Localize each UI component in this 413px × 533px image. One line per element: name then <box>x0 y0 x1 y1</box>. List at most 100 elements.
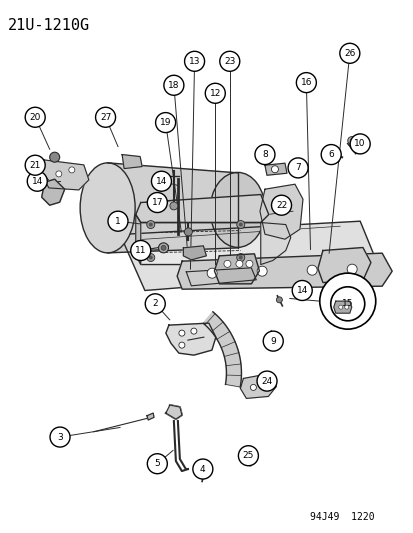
Circle shape <box>131 240 150 261</box>
Text: 9: 9 <box>270 337 275 345</box>
Circle shape <box>271 166 278 173</box>
Text: 2: 2 <box>152 300 158 308</box>
Circle shape <box>287 158 307 178</box>
Circle shape <box>236 254 244 262</box>
Circle shape <box>250 384 256 391</box>
Circle shape <box>25 155 45 175</box>
Circle shape <box>190 328 197 334</box>
Text: 3: 3 <box>57 433 63 441</box>
Text: 14: 14 <box>155 177 167 185</box>
Text: 17: 17 <box>151 198 163 207</box>
Circle shape <box>158 243 168 253</box>
Polygon shape <box>42 160 89 190</box>
Text: 22: 22 <box>275 201 287 209</box>
Polygon shape <box>147 413 154 420</box>
Polygon shape <box>177 253 391 289</box>
Circle shape <box>184 51 204 71</box>
Text: 23: 23 <box>223 57 235 66</box>
Circle shape <box>146 221 154 229</box>
Circle shape <box>319 273 375 329</box>
Text: 24: 24 <box>261 377 272 385</box>
Text: 8: 8 <box>261 150 267 159</box>
Circle shape <box>147 192 167 213</box>
Circle shape <box>50 152 59 162</box>
Text: 26: 26 <box>343 49 355 58</box>
Circle shape <box>161 245 166 251</box>
Circle shape <box>349 134 369 154</box>
Circle shape <box>223 260 230 268</box>
Text: 21U-1210G: 21U-1210G <box>8 18 90 33</box>
Text: 4: 4 <box>199 465 205 473</box>
Circle shape <box>238 255 242 260</box>
Circle shape <box>245 260 252 268</box>
Text: 94J49  1220: 94J49 1220 <box>309 512 374 522</box>
Polygon shape <box>333 301 351 313</box>
Polygon shape <box>135 223 272 264</box>
Circle shape <box>145 294 165 314</box>
Circle shape <box>339 43 359 63</box>
Circle shape <box>235 260 242 268</box>
Circle shape <box>292 280 311 301</box>
Circle shape <box>178 330 185 336</box>
Circle shape <box>263 331 282 351</box>
Text: 6: 6 <box>328 150 333 159</box>
Polygon shape <box>260 223 290 264</box>
Text: 27: 27 <box>100 113 111 122</box>
Polygon shape <box>186 268 256 286</box>
Text: 16: 16 <box>300 78 311 87</box>
Polygon shape <box>107 163 237 253</box>
Circle shape <box>25 107 45 127</box>
Circle shape <box>164 75 183 95</box>
Polygon shape <box>42 179 64 205</box>
Polygon shape <box>259 184 302 239</box>
Circle shape <box>155 112 175 133</box>
Text: 14: 14 <box>296 286 307 295</box>
Circle shape <box>69 167 75 173</box>
Circle shape <box>347 264 356 274</box>
Text: 15: 15 <box>341 300 353 308</box>
Text: 1: 1 <box>115 217 121 225</box>
Text: 12: 12 <box>209 89 221 98</box>
Circle shape <box>256 371 276 391</box>
Circle shape <box>178 342 185 348</box>
Polygon shape <box>166 323 215 355</box>
Circle shape <box>146 254 154 262</box>
Text: 18: 18 <box>168 81 179 90</box>
Text: 7: 7 <box>294 164 300 172</box>
Text: 11: 11 <box>135 246 146 255</box>
Circle shape <box>205 83 225 103</box>
Circle shape <box>184 228 192 236</box>
Polygon shape <box>196 459 208 472</box>
Circle shape <box>219 51 239 71</box>
Circle shape <box>56 171 62 177</box>
Circle shape <box>344 305 348 309</box>
Text: 19: 19 <box>159 118 171 127</box>
Circle shape <box>271 195 291 215</box>
Circle shape <box>27 171 47 191</box>
Circle shape <box>192 459 212 479</box>
Text: 25: 25 <box>242 451 254 460</box>
Polygon shape <box>214 254 259 284</box>
Polygon shape <box>317 247 370 282</box>
Circle shape <box>254 144 274 165</box>
Circle shape <box>238 223 242 227</box>
Circle shape <box>320 144 340 165</box>
Polygon shape <box>120 221 380 290</box>
Circle shape <box>206 268 217 278</box>
Polygon shape <box>166 405 181 419</box>
Circle shape <box>236 221 244 229</box>
Circle shape <box>95 107 115 127</box>
Circle shape <box>148 223 152 227</box>
Polygon shape <box>240 374 276 399</box>
Circle shape <box>148 255 152 260</box>
Text: 10: 10 <box>354 140 365 148</box>
Circle shape <box>256 266 266 276</box>
Circle shape <box>338 305 342 309</box>
Ellipse shape <box>210 172 264 247</box>
Circle shape <box>296 72 316 93</box>
Circle shape <box>147 454 167 474</box>
Circle shape <box>260 383 266 390</box>
Polygon shape <box>183 246 206 260</box>
Circle shape <box>108 211 128 231</box>
Text: 13: 13 <box>188 57 200 66</box>
